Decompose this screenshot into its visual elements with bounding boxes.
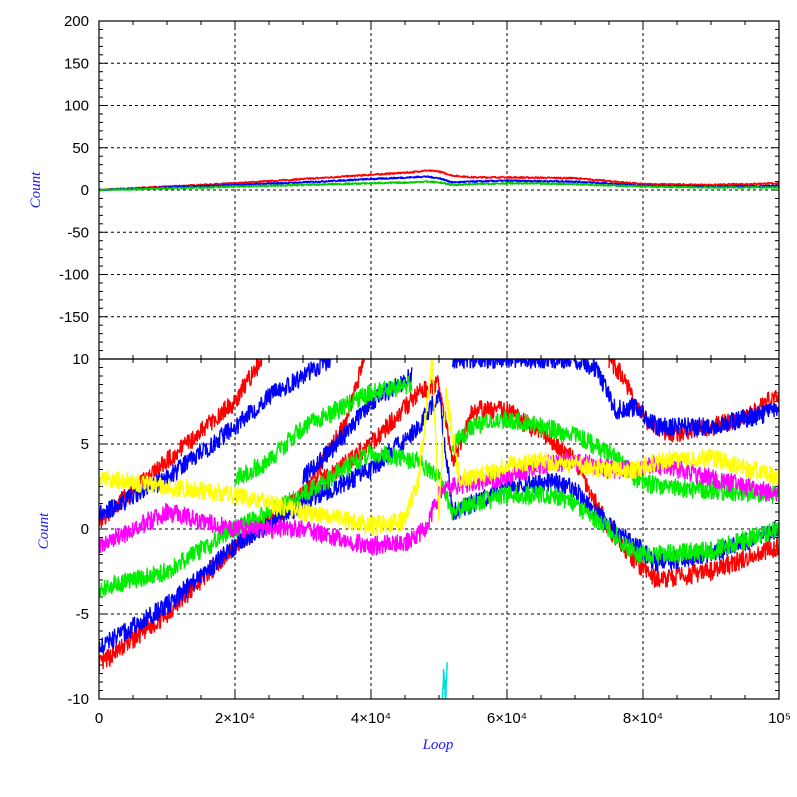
x-tick-label: 8×10⁴ [623, 710, 663, 727]
bottom-panel: 10 5 0 -5 -10 0 2×10⁴ 4×10⁴ 6×10⁴ 8×10⁴ 10⁵ [67, 351, 791, 727]
data-series-line [99, 389, 779, 654]
data-series-line [99, 375, 779, 675]
x-tick-label: 6×10⁴ [487, 710, 527, 727]
data-series-line [99, 444, 779, 598]
y-tick-label: -50 [67, 224, 89, 241]
y-tick-label: -150 [59, 309, 89, 326]
x-tick-label: 2×10⁴ [215, 710, 255, 727]
y-tick-label: 100 [64, 98, 89, 115]
y-tick-label: -5 [76, 606, 89, 623]
y-tick-label: -10 [67, 691, 89, 708]
y-tick-label: 0 [81, 182, 89, 199]
top-y-axis-title: Count [28, 171, 44, 209]
y-tick-label: 5 [81, 436, 89, 453]
y-tick-label: 200 [64, 13, 89, 30]
x-tick-label: 4×10⁴ [351, 710, 391, 727]
x-tick-label: 10⁵ [768, 710, 791, 727]
data-series-line [99, 359, 779, 536]
y-tick-label: 0 [81, 521, 89, 538]
data-series-line [451, 359, 779, 437]
data-series-line [99, 180, 779, 192]
series-group [99, 359, 779, 699]
bottom-y-axis-title: Count [36, 512, 52, 550]
data-series-line [234, 375, 413, 486]
y-tick-label: 50 [72, 140, 89, 157]
y-tick-label: -100 [59, 267, 89, 284]
y-tick-label: 10 [72, 351, 89, 368]
top-panel: 200 150 100 50 0 -50 -100 -150 [59, 13, 780, 360]
x-axis-title: Loop [422, 737, 454, 753]
data-series-line [99, 359, 331, 522]
plot-frame [98, 358, 780, 700]
series-group [99, 169, 779, 192]
y-tick-label: 150 [64, 55, 89, 72]
x-tick-label: 0 [95, 710, 103, 727]
data-series-line [441, 662, 448, 699]
